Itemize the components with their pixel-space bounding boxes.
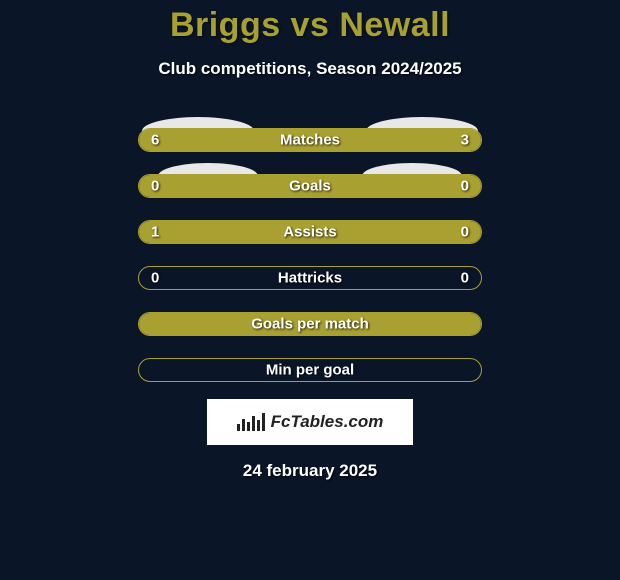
page-title: Briggs vs Newall bbox=[170, 6, 450, 45]
stat-label: Hattricks bbox=[278, 270, 342, 287]
stat-label: Min per goal bbox=[266, 362, 354, 379]
stat-row: Min per goal bbox=[138, 347, 482, 393]
stat-value-right: 0 bbox=[461, 224, 469, 241]
stat-bar: 6 3 Matches bbox=[138, 128, 482, 152]
stat-label: Goals per match bbox=[251, 316, 369, 333]
stat-row: 0 0 Hattricks bbox=[138, 255, 482, 301]
stat-bar: 0 0 Hattricks bbox=[138, 266, 482, 290]
stat-value-left: 0 bbox=[151, 178, 159, 195]
stat-bar: 0 0 Goals bbox=[138, 174, 482, 198]
stat-row: 1 0 Assists bbox=[138, 209, 482, 255]
stats-rows: 6 3 Matches 0 0 Goals 1 0 Assists 0 0 Hattricks Goal… bbox=[138, 117, 482, 393]
date-text: 24 february 2025 bbox=[243, 461, 377, 481]
bars-icon bbox=[237, 413, 265, 431]
subtitle: Club competitions, Season 2024/2025 bbox=[158, 59, 461, 79]
stat-bar: Min per goal bbox=[138, 358, 482, 382]
stat-value-right: 0 bbox=[461, 270, 469, 287]
stat-value-left: 1 bbox=[151, 224, 159, 241]
stat-bar: 1 0 Assists bbox=[138, 220, 482, 244]
stat-bar: Goals per match bbox=[138, 312, 482, 336]
stat-label: Matches bbox=[280, 132, 340, 149]
stat-label: Goals bbox=[289, 178, 331, 195]
stat-value-left: 0 bbox=[151, 270, 159, 287]
comparison-infographic: Briggs vs Newall Club competitions, Seas… bbox=[0, 0, 620, 481]
stat-row: 6 3 Matches bbox=[138, 117, 482, 163]
stat-value-right: 0 bbox=[461, 178, 469, 195]
bar-fill-left bbox=[139, 221, 399, 243]
logo-box: FcTables.com bbox=[207, 399, 413, 445]
stat-label: Assists bbox=[283, 224, 336, 241]
stat-row: Goals per match bbox=[138, 301, 482, 347]
stat-value-left: 6 bbox=[151, 132, 159, 149]
stat-value-right: 3 bbox=[461, 132, 469, 149]
stat-row: 0 0 Goals bbox=[138, 163, 482, 209]
logo-text: FcTables.com bbox=[271, 412, 384, 432]
